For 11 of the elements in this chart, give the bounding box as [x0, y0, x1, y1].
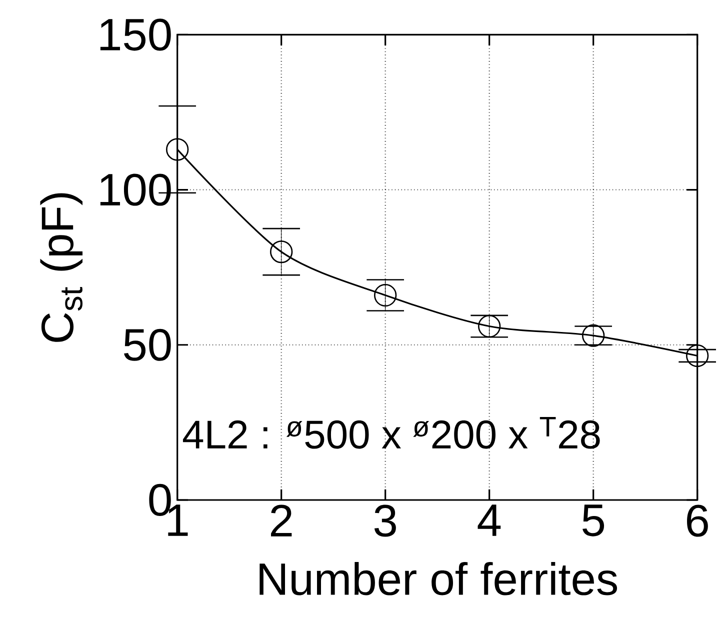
x-axis-title: Number of ferrites	[260, 562, 618, 596]
x-tick-label: 5	[582, 504, 604, 536]
x-tick-label: 6	[687, 504, 708, 537]
y-tick-label: 50	[124, 328, 171, 361]
y-tick-label: 150	[100, 18, 171, 51]
y-axis-title: C$_{st}$ (pF)	[40, 193, 83, 342]
x-tick-label: 3	[374, 504, 396, 537]
annotation: 4L2 : $^{ø}$500 x $^{ø}$200 x $^{T}$28	[182, 417, 600, 449]
x-tick-label: 4	[478, 504, 501, 536]
x-tick-label: 2	[271, 504, 292, 536]
y-tick-label: 100	[100, 174, 171, 206]
